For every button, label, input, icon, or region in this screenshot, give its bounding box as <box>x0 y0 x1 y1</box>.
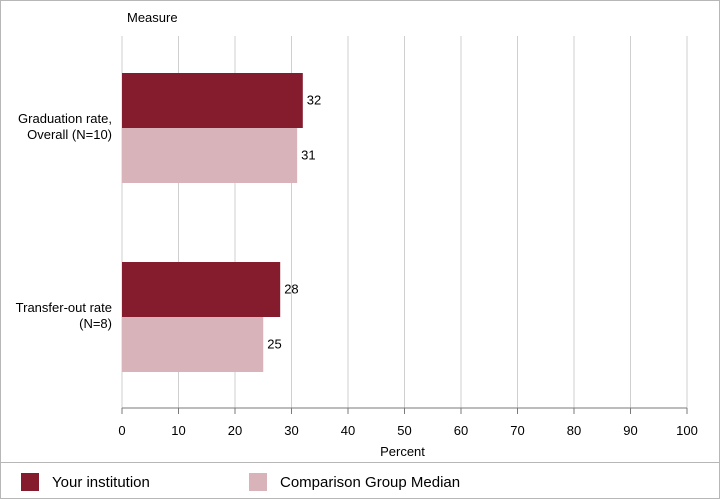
x-tick-label-20: 20 <box>228 423 242 438</box>
legend-item-comparison-group-median: Comparison Group Median <box>249 473 460 491</box>
x-tick-label-30: 30 <box>284 423 298 438</box>
legend-label-your-institution: Your institution <box>52 473 150 491</box>
legend-swatch-your-institution <box>21 473 39 491</box>
legend-swatch-comparison-group-median <box>249 473 267 491</box>
x-tick-label-100: 100 <box>676 423 698 438</box>
data-label-series0-cat1: 28 <box>284 282 298 297</box>
legend-label-comparison-group-median: Comparison Group Median <box>280 473 461 491</box>
bar-series0-cat0 <box>122 73 303 128</box>
bar-series1-cat0 <box>122 128 298 183</box>
x-tick-label-60: 60 <box>454 423 468 438</box>
data-label-series1-cat1: 25 <box>267 337 281 352</box>
category-label-0-line1: Overall (N=10) <box>27 127 112 142</box>
category-label-1-line1: (N=8) <box>79 316 112 331</box>
x-tick-label-90: 90 <box>623 423 637 438</box>
data-label-series1-cat0: 31 <box>301 148 315 163</box>
x-tick-label-10: 10 <box>171 423 185 438</box>
x-tick-label-80: 80 <box>567 423 581 438</box>
x-tick-label-40: 40 <box>341 423 355 438</box>
x-tick-label-70: 70 <box>510 423 524 438</box>
data-label-series0-cat0: 32 <box>307 93 321 108</box>
x-tick-label-50: 50 <box>397 423 411 438</box>
bar-series0-cat1 <box>122 262 281 317</box>
bar-series1-cat1 <box>122 317 264 372</box>
x-axis-title: Percent <box>380 444 425 459</box>
category-label-0-line0: Graduation rate, <box>18 111 112 126</box>
category-label-1-line0: Transfer-out rate <box>16 300 112 315</box>
x-tick-label-0: 0 <box>118 423 125 438</box>
legend: Your institution Comparison Group Median <box>1 462 719 499</box>
y-axis-title: Measure <box>127 10 178 25</box>
legend-item-your-institution: Your institution <box>21 473 150 491</box>
